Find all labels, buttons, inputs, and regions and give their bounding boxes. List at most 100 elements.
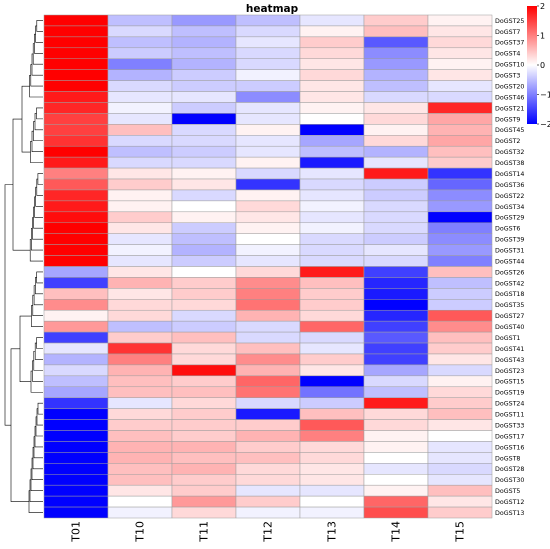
heatmap-cell bbox=[363, 375, 429, 388]
row-label: DoGST22 bbox=[495, 193, 524, 200]
heatmap-cell bbox=[171, 69, 237, 81]
heatmap-cell bbox=[363, 25, 429, 38]
heatmap-cell bbox=[43, 397, 109, 409]
heatmap-cell bbox=[107, 397, 173, 409]
heatmap-cell bbox=[427, 14, 493, 27]
heatmap-cell bbox=[235, 419, 301, 431]
heatmap-cell bbox=[363, 189, 429, 202]
heatmap-cell bbox=[43, 91, 109, 103]
row-label: DoGST42 bbox=[495, 280, 524, 287]
heatmap-cell bbox=[235, 178, 301, 191]
heatmap-cell bbox=[363, 299, 429, 311]
heatmap-cell bbox=[171, 506, 237, 519]
heatmap-cell bbox=[427, 124, 493, 136]
dendrogram-branch bbox=[37, 402, 43, 415]
heatmap-cell bbox=[171, 331, 237, 344]
heatmap-cell bbox=[363, 47, 429, 59]
heatmap-cell bbox=[43, 419, 109, 431]
heatmap-cell bbox=[363, 222, 429, 234]
heatmap-cell bbox=[427, 277, 493, 289]
heatmap-cell bbox=[107, 124, 173, 136]
heatmap-cell bbox=[363, 156, 429, 169]
heatmap-cell bbox=[235, 113, 301, 125]
dendrogram-branch bbox=[36, 271, 43, 284]
heatmap-cell bbox=[235, 320, 301, 333]
heatmap-cell bbox=[43, 288, 109, 300]
heatmap-cell bbox=[235, 299, 301, 311]
heatmap-cell bbox=[363, 145, 429, 158]
heatmap-cell bbox=[427, 506, 493, 519]
row-label: DoGST45 bbox=[495, 127, 524, 134]
heatmap-cell bbox=[299, 47, 365, 59]
heatmap-cell bbox=[427, 222, 493, 234]
heatmap-cell bbox=[427, 288, 493, 300]
legend-tick-label: 1 bbox=[540, 32, 545, 41]
heatmap-cell bbox=[299, 353, 365, 366]
heatmap-cell bbox=[107, 342, 173, 355]
heatmap-cell bbox=[363, 113, 429, 125]
heatmap-cell bbox=[107, 167, 173, 180]
heatmap-cell bbox=[363, 320, 429, 333]
heatmap-cell bbox=[107, 495, 173, 508]
heatmap-cell bbox=[427, 320, 493, 333]
heatmap-cell bbox=[107, 58, 173, 70]
heatmap-cell bbox=[299, 36, 365, 49]
heatmap-cell bbox=[43, 145, 109, 158]
heatmap-cell bbox=[107, 211, 173, 224]
column-label: T01 bbox=[70, 521, 83, 543]
heatmap-cell bbox=[171, 441, 237, 453]
column-label: T14 bbox=[390, 521, 403, 543]
row-label: DoGST4 bbox=[495, 51, 520, 58]
color-legend: 2 1 0 −1 −2 bbox=[527, 2, 550, 129]
column-label: T15 bbox=[454, 521, 467, 543]
heatmap-cell bbox=[43, 266, 109, 278]
heatmap-cell bbox=[107, 113, 173, 125]
heatmap-cell bbox=[107, 145, 173, 158]
dendrogram-branch bbox=[30, 370, 43, 393]
heatmap-cell bbox=[107, 135, 173, 147]
row-label: DoGST28 bbox=[495, 466, 524, 473]
heatmap-cell bbox=[171, 36, 237, 49]
heatmap-cell bbox=[427, 189, 493, 202]
heatmap-cell bbox=[235, 124, 301, 136]
legend-tick-label: 0 bbox=[540, 61, 545, 70]
heatmap-cell bbox=[363, 288, 429, 300]
dendrogram-branch bbox=[33, 206, 43, 229]
heatmap-cell bbox=[363, 495, 429, 508]
heatmap-cell bbox=[107, 506, 173, 519]
heatmap-cell bbox=[171, 474, 237, 486]
dendrogram-branch bbox=[36, 20, 43, 32]
heatmap-cell bbox=[235, 288, 301, 300]
heatmap-cell bbox=[427, 375, 493, 388]
heatmap-cell bbox=[427, 452, 493, 464]
heatmap-cell bbox=[107, 14, 173, 27]
heatmap-cell bbox=[427, 441, 493, 453]
heatmap-cell bbox=[107, 233, 173, 245]
heatmap-cell bbox=[43, 135, 109, 147]
heatmap-cell bbox=[299, 288, 365, 300]
column-label: T10 bbox=[134, 521, 147, 543]
heatmap-cell bbox=[235, 167, 301, 180]
row-label: DoGST19 bbox=[495, 390, 524, 397]
heatmap-cell bbox=[235, 408, 301, 420]
heatmap-cell bbox=[107, 386, 173, 398]
heatmap-cell bbox=[43, 353, 109, 366]
heatmap-cell bbox=[299, 397, 365, 409]
heatmap-cell bbox=[107, 299, 173, 311]
heatmap-cell bbox=[235, 277, 301, 289]
heatmap-cell bbox=[427, 167, 493, 180]
heatmap-cell bbox=[427, 474, 493, 486]
heatmap-cell bbox=[299, 331, 365, 344]
heatmap-cell bbox=[427, 309, 493, 322]
heatmap-cell bbox=[299, 506, 365, 519]
column-label: T13 bbox=[326, 521, 339, 543]
heatmap-cell bbox=[363, 58, 429, 70]
row-label: DoGST13 bbox=[495, 510, 524, 517]
row-label: DoGST18 bbox=[495, 291, 524, 298]
heatmap-cell bbox=[299, 419, 365, 431]
heatmap-cell bbox=[299, 408, 365, 420]
heatmap-cell bbox=[107, 156, 173, 169]
heatmap-cell bbox=[107, 80, 173, 92]
heatmap-cell bbox=[43, 495, 109, 508]
